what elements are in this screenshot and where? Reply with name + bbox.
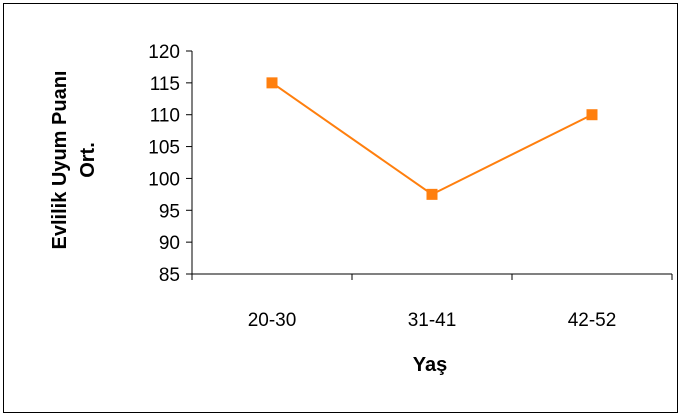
y-tick-label: 85 bbox=[159, 265, 180, 286]
x-tick-label: 20-30 bbox=[248, 310, 297, 331]
y-tick-label: 115 bbox=[150, 74, 180, 95]
x-tick-label: 31-41 bbox=[408, 310, 457, 331]
x-axis-title: Yaş bbox=[413, 354, 447, 376]
y-axis-ticks: 85 90 95 100 105 110 115 120 bbox=[148, 42, 192, 286]
y-tick-label: 100 bbox=[148, 169, 180, 190]
x-tick-label: 42-52 bbox=[568, 310, 617, 331]
data-point-marker bbox=[587, 109, 598, 120]
y-tick-label: 95 bbox=[159, 201, 180, 222]
y-tick-label: 90 bbox=[159, 233, 180, 254]
y-axis-title-line-1: Evlilik Uyum Puanı bbox=[49, 71, 71, 250]
data-point-marker bbox=[267, 77, 278, 88]
y-axis-title: Evlilik Uyum Puanı Ort. bbox=[49, 71, 99, 250]
y-axis-title-line-2: Ort. bbox=[77, 142, 99, 178]
x-axis-ticks: 20-30 31-41 42-52 bbox=[192, 274, 672, 331]
data-point-marker bbox=[427, 189, 438, 200]
series-group bbox=[267, 77, 598, 200]
series-line bbox=[272, 83, 592, 195]
y-tick-label: 110 bbox=[150, 106, 180, 127]
y-tick-label: 120 bbox=[148, 42, 180, 63]
y-tick-label: 105 bbox=[148, 138, 180, 159]
